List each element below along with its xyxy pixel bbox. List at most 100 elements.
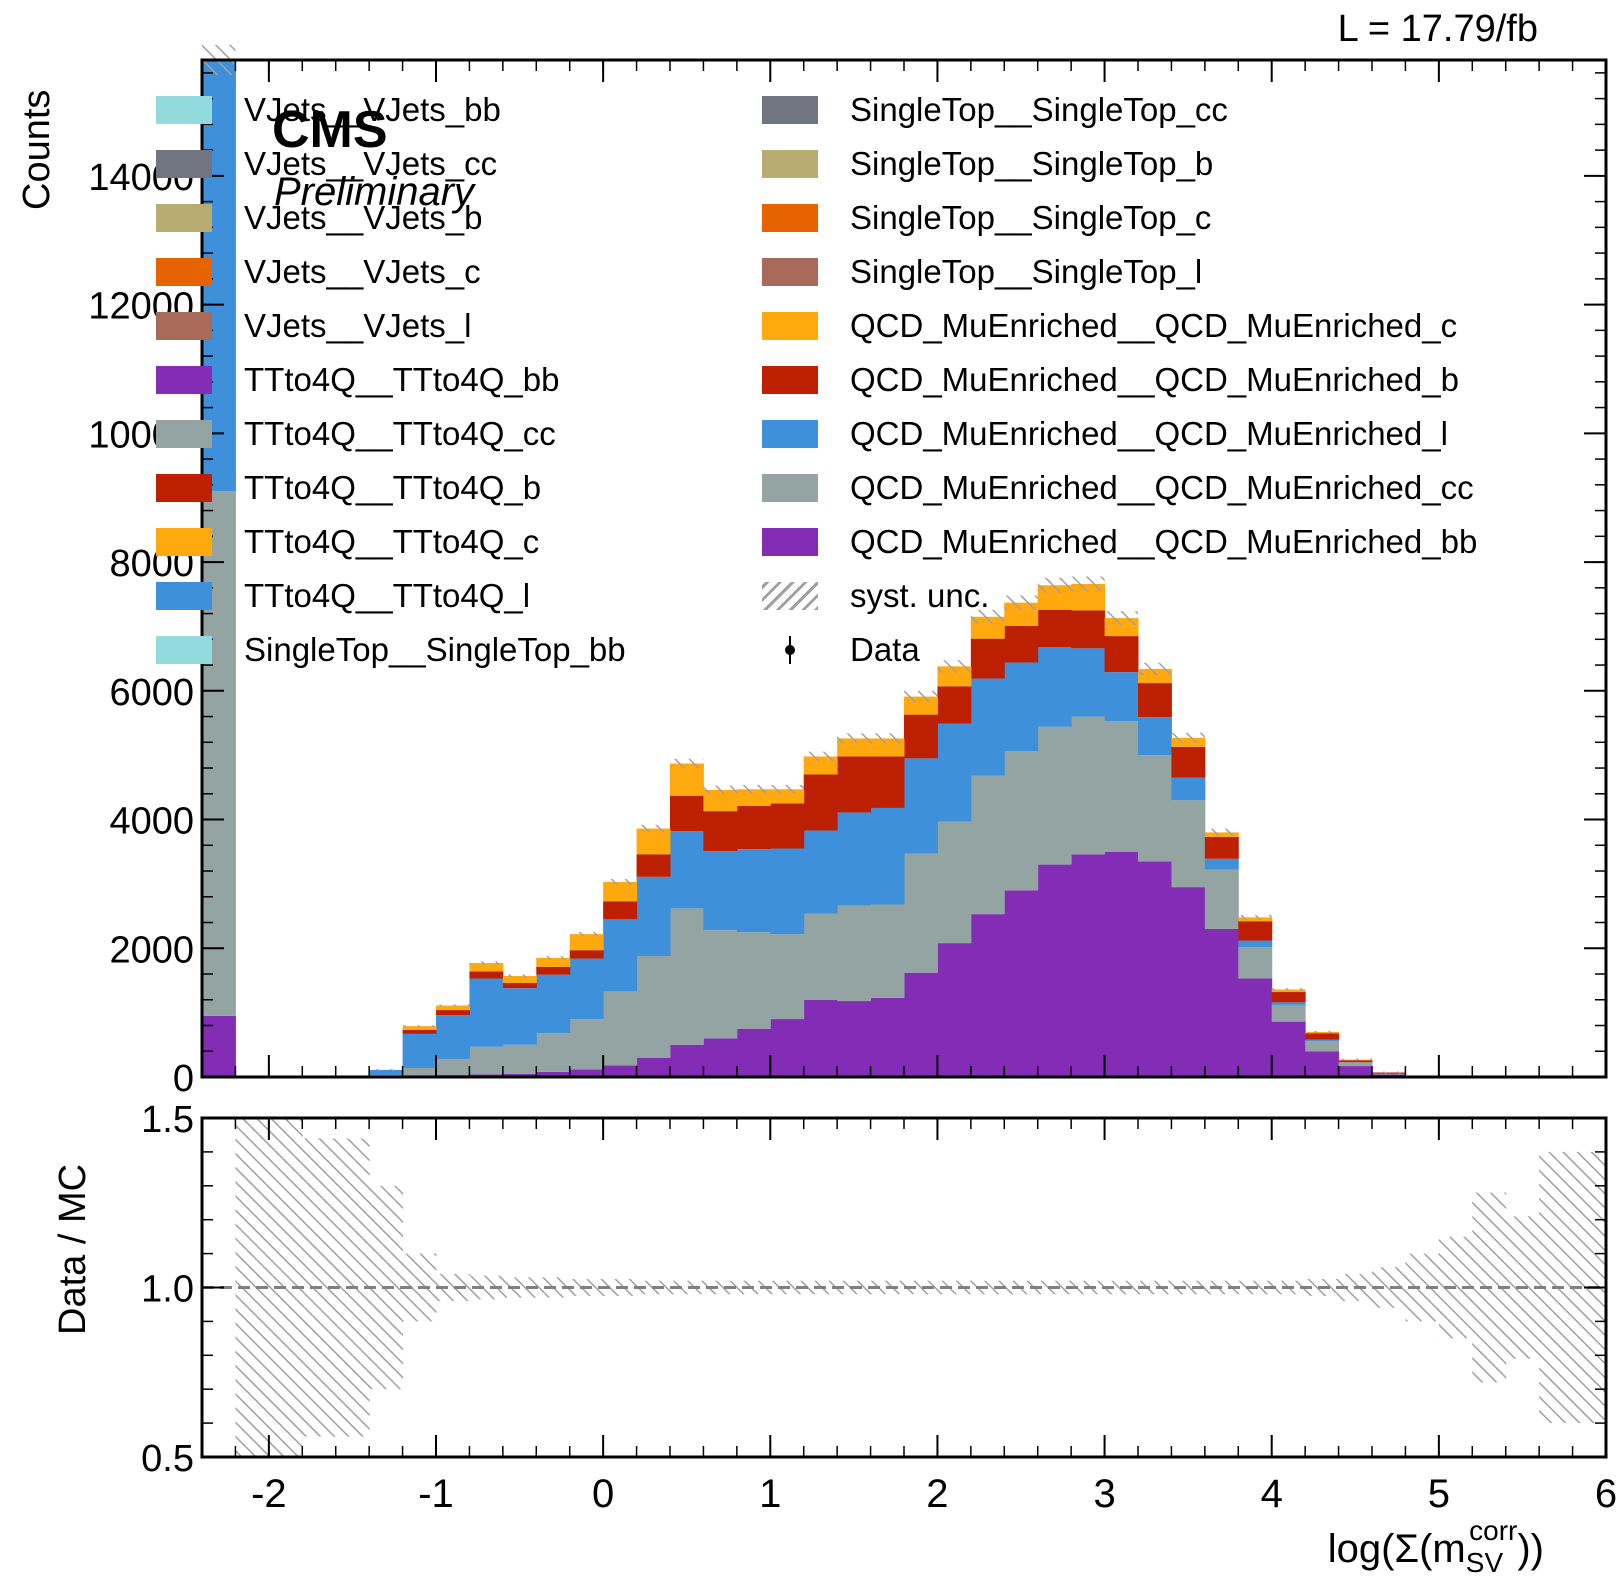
syst-unc-bin-11 xyxy=(569,931,604,937)
bar-QCD_MuEnriched__QCD_MuEnriched_b-bin-33 xyxy=(1305,1033,1340,1040)
bar-QCD_MuEnriched__QCD_MuEnriched_b-bin-15 xyxy=(703,811,738,852)
bar-QCD_MuEnriched__QCD_MuEnriched_b-bin-24 xyxy=(1004,625,1039,663)
legend-swatch xyxy=(156,150,212,178)
x-axis-label: log(Σ(mSVcorr)) xyxy=(1328,1515,1544,1579)
bar-QCD_MuEnriched__QCD_MuEnriched_bb-bin-19 xyxy=(837,1001,872,1077)
bar-QCD_MuEnriched__QCD_MuEnriched_l-bin-16 xyxy=(736,849,771,933)
ratio-axes: 0.5 1.0 1.5 -2 -1 0 1 2 3 4 5 6 xyxy=(141,1099,1617,1516)
syst-unc-bin-33 xyxy=(1305,1030,1339,1033)
bar-QCD_MuEnriched__QCD_MuEnriched_c-bin-13 xyxy=(636,828,671,855)
syst-unc-bin-27 xyxy=(1104,611,1138,625)
bar-QCD_MuEnriched__QCD_MuEnriched_cc-bin-32 xyxy=(1271,1004,1306,1022)
legend-label: SingleTop__SingleTop_c xyxy=(850,199,1212,236)
bar-QCD_MuEnriched__QCD_MuEnriched_b-bin-23 xyxy=(970,638,1005,679)
legend-swatch xyxy=(762,528,818,556)
bar-QCD_MuEnriched__QCD_MuEnriched_bb-bin-16 xyxy=(736,1028,771,1077)
bar-QCD_MuEnriched__QCD_MuEnriched_cc-bin-8 xyxy=(469,1046,504,1075)
ratio-unc-bin-21 xyxy=(904,1280,938,1295)
bar-QCD_MuEnriched__QCD_MuEnriched_l-bin-33 xyxy=(1305,1039,1340,1041)
legend-swatch xyxy=(156,204,212,232)
bar-QCD_MuEnriched__QCD_MuEnriched_b-bin-22 xyxy=(937,686,972,724)
syst-unc-bin-13 xyxy=(636,824,670,833)
ratio-unc-bin-29 xyxy=(1171,1280,1206,1295)
bar-QCD_MuEnriched__QCD_MuEnriched_b-bin-8 xyxy=(469,971,504,979)
bar-QCD_MuEnriched__QCD_MuEnriched_l-bin-26 xyxy=(1071,648,1106,717)
bar-QCD_MuEnriched__QCD_MuEnriched_bb-bin-18 xyxy=(803,999,838,1077)
ratio-ytick-label: 0.5 xyxy=(141,1438,194,1480)
bar-QCD_MuEnriched__QCD_MuEnriched_cc-bin-25 xyxy=(1037,726,1072,865)
bar-QCD_MuEnriched__QCD_MuEnriched_l-bin-25 xyxy=(1037,647,1072,727)
ratio-xtick-label: 4 xyxy=(1261,1472,1283,1516)
x-axis-label-subscript: SV xyxy=(1465,1547,1504,1578)
legend-label: QCD_MuEnriched__QCD_MuEnriched_cc xyxy=(850,469,1474,506)
syst-unc-bin-7 xyxy=(436,1004,470,1007)
bar-QCD_MuEnriched__QCD_MuEnriched_l-bin-14 xyxy=(670,831,704,909)
ratio-xtick-label: 6 xyxy=(1595,1472,1617,1516)
bar-QCD_MuEnriched__QCD_MuEnriched_bb-bin-21 xyxy=(904,972,938,1077)
legend-swatch-data-marker xyxy=(762,636,818,664)
legend-swatch xyxy=(762,420,818,448)
bar-QCD_MuEnriched__QCD_MuEnriched_bb-bin-12 xyxy=(603,1065,638,1077)
bar-QCD_MuEnriched__QCD_MuEnriched_c-bin-10 xyxy=(536,957,571,967)
bar-QCD_MuEnriched__QCD_MuEnriched_cc-bin-26 xyxy=(1071,716,1106,855)
legend-swatch xyxy=(156,312,212,340)
bar-QCD_MuEnriched__QCD_MuEnriched_cc-bin-24 xyxy=(1004,751,1039,891)
bar-QCD_MuEnriched__QCD_MuEnriched_bb-bin-26 xyxy=(1071,854,1106,1077)
ratio-xtick-label: -1 xyxy=(418,1472,454,1516)
bar-QCD_MuEnriched__QCD_MuEnriched_cc-bin-35 xyxy=(1372,1073,1406,1075)
bar-QCD_MuEnriched__QCD_MuEnriched_c-bin-9 xyxy=(502,975,537,984)
legend-label: QCD_MuEnriched__QCD_MuEnriched_bb xyxy=(850,523,1478,560)
legend-swatch xyxy=(762,150,818,178)
syst-unc-bin-8 xyxy=(469,961,503,965)
bar-QCD_MuEnriched__QCD_MuEnriched_l-bin-21 xyxy=(904,758,938,854)
bar-QCD_MuEnriched__QCD_MuEnriched_bb-bin-30 xyxy=(1204,928,1239,1077)
ratio-ytick-label: 1.0 xyxy=(141,1269,194,1311)
legend-label: SingleTop__SingleTop_l xyxy=(850,253,1203,290)
bar-QCD_MuEnriched__QCD_MuEnriched_b-bin-9 xyxy=(502,983,537,989)
legend-swatch xyxy=(156,420,212,448)
bar-QCD_MuEnriched__QCD_MuEnriched_b-bin-19 xyxy=(837,756,872,813)
syst-unc-bin-20 xyxy=(870,733,904,744)
bar-QCD_MuEnriched__QCD_MuEnriched_bb-bin-23 xyxy=(970,914,1005,1077)
bar-QCD_MuEnriched__QCD_MuEnriched_cc-bin-16 xyxy=(736,932,771,1029)
bar-QCD_MuEnriched__QCD_MuEnriched_l-bin-13 xyxy=(636,876,671,956)
ratio-xtick-label: 3 xyxy=(1093,1472,1115,1516)
bar-QCD_MuEnriched__QCD_MuEnriched_b-bin-7 xyxy=(436,1010,470,1016)
legend-swatch xyxy=(762,96,818,124)
bar-QCD_MuEnriched__QCD_MuEnriched_cc-bin-10 xyxy=(536,1033,571,1072)
bar-QCD_MuEnriched__QCD_MuEnriched_cc-bin-13 xyxy=(636,955,671,1058)
legend-label: TTto4Q__TTto4Q_b xyxy=(244,469,542,506)
ratio-ytick-label: 1.5 xyxy=(141,1099,194,1141)
status-label: Preliminary xyxy=(274,170,475,214)
bar-QCD_MuEnriched__QCD_MuEnriched_cc-bin-28 xyxy=(1138,755,1172,862)
bar-QCD_MuEnriched__QCD_MuEnriched_b-bin-26 xyxy=(1071,610,1106,649)
legend-label: SingleTop__SingleTop_b xyxy=(850,145,1214,182)
experiment-label: CMS xyxy=(272,101,388,159)
bar-QCD_MuEnriched__QCD_MuEnriched_c-bin-7 xyxy=(436,1005,470,1011)
bar-QCD_MuEnriched__QCD_MuEnriched_l-bin-20 xyxy=(870,807,905,905)
legend-label: TTto4Q__TTto4Q_l xyxy=(244,577,531,614)
legend-swatch-hatch xyxy=(762,582,818,610)
ratio-xtick-label: 5 xyxy=(1428,1472,1450,1516)
bar-QCD_MuEnriched__QCD_MuEnriched_l-bin-10 xyxy=(536,974,571,1034)
bar-QCD_MuEnriched__QCD_MuEnriched_l-bin-6 xyxy=(402,1033,437,1068)
main-stacked-bars xyxy=(202,60,1406,1077)
ratio-xtick-label: 2 xyxy=(926,1472,948,1516)
bar-QCD_MuEnriched__QCD_MuEnriched_l-bin-19 xyxy=(837,812,872,906)
bar-QCD_MuEnriched__QCD_MuEnriched_l-bin-30 xyxy=(1204,858,1239,870)
legend-swatch xyxy=(156,636,212,664)
bar-QCD_MuEnriched__QCD_MuEnriched_bb-bin-34 xyxy=(1338,1066,1373,1077)
main-ytick-label: 2000 xyxy=(109,929,194,971)
legend-label: QCD_MuEnriched__QCD_MuEnriched_b xyxy=(850,361,1459,398)
legend-swatch xyxy=(156,366,212,394)
syst-unc-bin-6 xyxy=(402,1025,436,1028)
bar-QCD_MuEnriched__QCD_MuEnriched_cc-bin-22 xyxy=(937,821,972,944)
legend-label: SingleTop__SingleTop_bb xyxy=(244,631,626,668)
legend-label: VJets__VJets_l xyxy=(244,307,472,344)
bar-QCD_MuEnriched__QCD_MuEnriched_bb-bin-9 xyxy=(502,1073,537,1077)
syst-unc-bin-15 xyxy=(703,785,737,795)
bar-QCD_MuEnriched__QCD_MuEnriched_c-bin-8 xyxy=(469,963,504,972)
syst-unc-bin-34 xyxy=(1338,1058,1372,1061)
bar-QCD_MuEnriched__QCD_MuEnriched_cc-bin-30 xyxy=(1204,869,1239,929)
bar-QCD_MuEnriched__QCD_MuEnriched_cc-bin-15 xyxy=(703,930,738,1039)
